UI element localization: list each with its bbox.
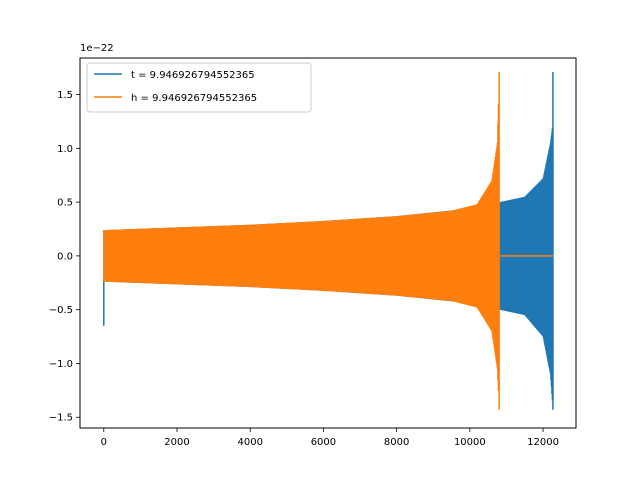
x-tick-label: 4000 xyxy=(237,437,262,448)
legend: t = 9.946926794552365 h = 9.946926794552… xyxy=(86,62,312,113)
x-tick-label: 12000 xyxy=(527,437,559,448)
legend-label-h: h = 9.946926794552365 xyxy=(131,93,257,104)
y-tick-label: −1.5 xyxy=(49,413,73,424)
series-layer xyxy=(103,71,554,410)
legend-box xyxy=(86,62,312,113)
y-axis: −1.5 −1.0 −0.5 0.0 0.5 1.0 1.5 xyxy=(49,90,80,424)
x-tick-label: 8000 xyxy=(384,437,409,448)
y-tick-label: 1.5 xyxy=(57,90,73,101)
axes-frame xyxy=(79,57,577,429)
y-tick-label: 0.0 xyxy=(57,251,73,262)
y-tick-label: −0.5 xyxy=(49,305,73,316)
x-tick-label: 10000 xyxy=(454,437,486,448)
legend-label-t: t = 9.946926794552365 xyxy=(131,70,255,81)
x-tick-label: 2000 xyxy=(164,437,189,448)
x-tick-label: 0 xyxy=(101,437,107,448)
x-axis: 0 2000 4000 6000 8000 10000 12000 xyxy=(101,428,559,448)
y-tick-label: −1.0 xyxy=(49,359,73,370)
y-tick-label: 1.0 xyxy=(57,144,73,155)
y-offset-label: 1e−22 xyxy=(80,43,114,54)
x-tick-label: 6000 xyxy=(311,437,336,448)
y-tick-label: 0.5 xyxy=(57,198,73,209)
series-h-line xyxy=(104,104,499,392)
